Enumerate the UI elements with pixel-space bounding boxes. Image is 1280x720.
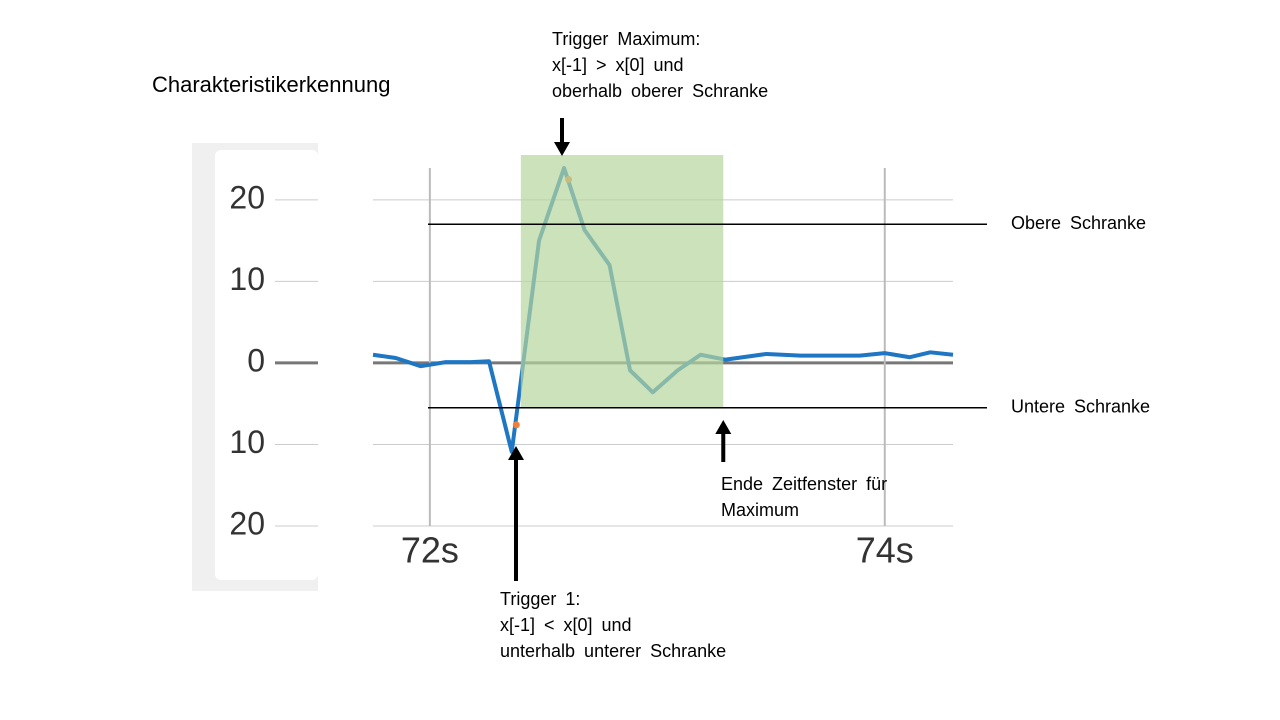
- upper-bound-label: Obere Schranke: [1011, 213, 1146, 233]
- y-tick-label: 10: [229, 424, 265, 460]
- arrow-trigger-1-head: [508, 446, 524, 460]
- annotation-text: unterhalb unterer Schranke: [500, 641, 726, 661]
- y-tick-label: 20: [229, 179, 265, 215]
- annotation-text: Maximum: [721, 500, 799, 520]
- x-tick-label: 74s: [856, 530, 914, 571]
- annotation-text: Ende Zeitfenster für: [721, 474, 887, 494]
- left-panel: [215, 150, 318, 580]
- time-window: [520, 155, 724, 408]
- x-tick-label: 72s: [401, 530, 459, 571]
- trigger-marker: [512, 421, 520, 429]
- annotation-text: oberhalb oberer Schranke: [552, 81, 768, 101]
- annotation-text: x[-1] > x[0] und: [552, 55, 684, 75]
- annotation-text: Trigger 1:: [500, 589, 580, 609]
- slide-title: Charakteristikerkennung: [152, 72, 390, 97]
- arrow-trigger-max-head: [554, 142, 570, 156]
- arrow-window-end-head: [715, 420, 732, 434]
- annotation-text: Trigger Maximum:: [552, 29, 700, 49]
- y-tick-label: 20: [229, 505, 265, 541]
- y-tick-label: 0: [247, 342, 265, 378]
- lower-bound-label: Untere Schranke: [1011, 397, 1150, 417]
- annotation-text: x[-1] < x[0] und: [500, 615, 632, 635]
- y-tick-label: 10: [229, 261, 265, 297]
